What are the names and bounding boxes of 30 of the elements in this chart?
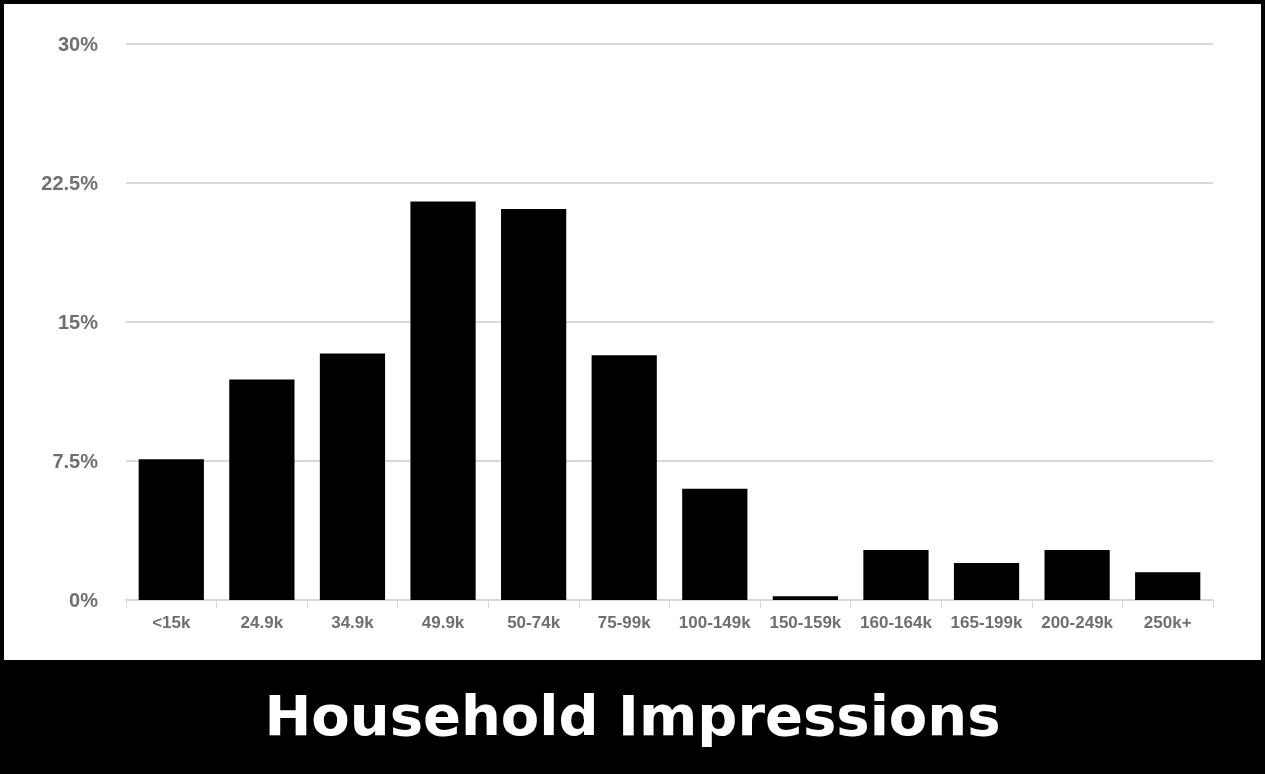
x-tick-label: <15k bbox=[152, 613, 191, 632]
x-tick-label: 50-74k bbox=[507, 613, 561, 632]
bar bbox=[138, 459, 204, 600]
x-tick-label: 160-164k bbox=[860, 613, 933, 632]
x-tick-label: 200-249k bbox=[1041, 613, 1114, 632]
x-tick-label: 34.9k bbox=[331, 613, 375, 632]
y-tick-label: 22.5% bbox=[41, 172, 99, 194]
bar bbox=[229, 379, 295, 600]
y-tick-label: 30% bbox=[57, 33, 99, 55]
bar bbox=[501, 208, 567, 600]
y-tick-label: 0% bbox=[69, 589, 99, 611]
bar bbox=[1044, 549, 1110, 600]
bar bbox=[772, 596, 838, 600]
bar bbox=[863, 549, 929, 600]
bar bbox=[319, 353, 386, 600]
x-tick-label: 150-159k bbox=[769, 613, 842, 632]
text: Household Impressions bbox=[4, 660, 1261, 770]
y-tick-label: 7.5% bbox=[52, 450, 99, 472]
bar bbox=[410, 201, 476, 600]
y-tick-label: 15% bbox=[57, 311, 99, 333]
x-tick-label: 75-99k bbox=[597, 613, 652, 632]
bar bbox=[682, 488, 748, 600]
x-tick-label: 24.9k bbox=[240, 613, 284, 632]
bar bbox=[953, 562, 1020, 600]
bar bbox=[1135, 572, 1201, 600]
x-tick-label: 49.9k bbox=[421, 613, 465, 632]
bar bbox=[591, 355, 657, 600]
x-tick-label: 165-199k bbox=[950, 613, 1024, 632]
x-tick-label: 100-149k bbox=[678, 613, 752, 632]
x-tick-label: 250k+ bbox=[1143, 613, 1192, 632]
